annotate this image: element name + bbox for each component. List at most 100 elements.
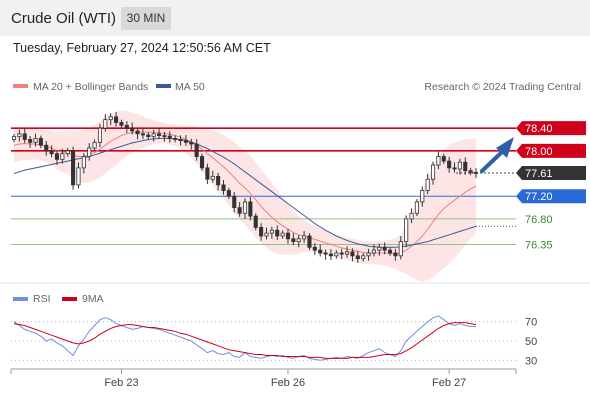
candle <box>468 167 473 176</box>
candle <box>183 135 188 146</box>
candle <box>210 170 215 183</box>
svg-text:78.40: 78.40 <box>525 123 553 135</box>
candle <box>199 153 205 171</box>
candle <box>409 208 414 224</box>
candle <box>237 202 242 217</box>
candle <box>124 121 129 134</box>
candle <box>404 215 409 248</box>
candle <box>355 250 360 263</box>
rsi-9ma-line <box>13 322 477 359</box>
candle <box>44 140 49 156</box>
candle <box>414 199 419 217</box>
candle <box>334 250 339 259</box>
candle <box>87 143 92 161</box>
candle <box>339 248 344 259</box>
timeframe-badge[interactable]: 30 MIN <box>121 7 171 30</box>
candles-layer <box>11 111 479 263</box>
candle <box>318 244 323 257</box>
level-lines-layer <box>11 127 516 245</box>
x-tick-label-0: Feb 23 <box>104 377 138 389</box>
level-label-resistance-0: 78.40 <box>516 121 586 136</box>
rsi-tick-label-30: 30 <box>525 355 537 367</box>
candle <box>242 198 248 219</box>
candle <box>280 230 285 239</box>
instrument-title: Crude Oil (WTI) <box>11 10 116 27</box>
timestamp: Tuesday, February 27, 2024 12:50:56 AM C… <box>13 41 271 55</box>
candle <box>350 248 355 262</box>
rsi-tick-label-50: 50 <box>525 336 537 348</box>
candle <box>291 233 296 246</box>
rsi-tick-label-70: 70 <box>525 317 537 329</box>
candle <box>259 223 264 241</box>
candle <box>398 236 403 260</box>
candle <box>420 186 425 207</box>
candle <box>76 162 81 189</box>
candle <box>441 153 446 164</box>
legend-9ma-swatch <box>62 297 77 301</box>
rsi-gridlines: 70 50 30 <box>11 317 537 367</box>
research-credit: Research © 2024 Trading Central <box>424 81 581 93</box>
candle <box>393 248 398 261</box>
level-label-current-2: 77.61 <box>516 165 586 180</box>
candle <box>269 226 274 239</box>
legend-9ma-label: 9MA <box>82 293 104 305</box>
candle <box>457 158 462 175</box>
candle <box>371 244 376 257</box>
candle <box>323 249 328 260</box>
candle <box>54 150 60 165</box>
svg-text:77.20: 77.20 <box>525 191 553 203</box>
candle <box>436 151 441 170</box>
candle <box>275 225 280 241</box>
candle <box>151 129 156 142</box>
level-labels-layer: 78.40 78.00 77.61 77.20 76.80 76.35 <box>516 121 586 251</box>
candle <box>97 123 102 148</box>
level-label-pivot-3: 77.20 <box>516 189 586 204</box>
candle <box>81 153 86 174</box>
candle <box>71 146 76 190</box>
x-tick-labels-layer: Feb 23 Feb 26 Feb 27 <box>104 369 466 389</box>
candle <box>60 148 65 164</box>
candle <box>157 128 162 140</box>
candle <box>447 156 452 173</box>
svg-text:77.61: 77.61 <box>525 168 553 180</box>
legend-ma20-label: MA 20 + Bollinger Bands <box>33 81 148 93</box>
level-label-support-4: 76.80 <box>525 214 553 226</box>
rsi-lines-layer <box>13 315 477 361</box>
candle <box>361 252 366 262</box>
candle <box>22 128 27 144</box>
candle <box>366 248 371 261</box>
projection-arrow <box>480 137 514 173</box>
candle <box>178 135 183 146</box>
candle <box>205 163 210 185</box>
candle <box>17 129 22 142</box>
candle <box>425 173 430 195</box>
candle <box>135 127 140 140</box>
candle <box>130 122 135 135</box>
candle <box>92 139 97 151</box>
level-label-resistance-1: 78.00 <box>516 143 586 158</box>
x-tick-label-2: Feb 27 <box>432 377 466 389</box>
candle <box>173 135 178 143</box>
candle <box>49 145 54 158</box>
candle <box>473 168 479 178</box>
candle <box>140 128 145 140</box>
candle <box>189 138 194 150</box>
candle <box>33 133 38 147</box>
candle <box>108 113 113 126</box>
candle <box>377 243 382 256</box>
candle <box>253 213 258 231</box>
candle <box>296 235 301 248</box>
x-tick-label-1: Feb 26 <box>271 377 305 389</box>
candle <box>302 231 307 243</box>
legend-ma20-swatch <box>13 84 28 88</box>
svg-text:78.00: 78.00 <box>525 146 553 158</box>
legend-rsi-swatch <box>13 297 28 301</box>
candle <box>232 192 237 213</box>
candle <box>248 197 253 221</box>
candle <box>65 148 70 157</box>
candle <box>216 172 221 191</box>
legend-ma50-label: MA 50 <box>175 81 205 93</box>
legend-ma50-swatch <box>156 84 171 88</box>
